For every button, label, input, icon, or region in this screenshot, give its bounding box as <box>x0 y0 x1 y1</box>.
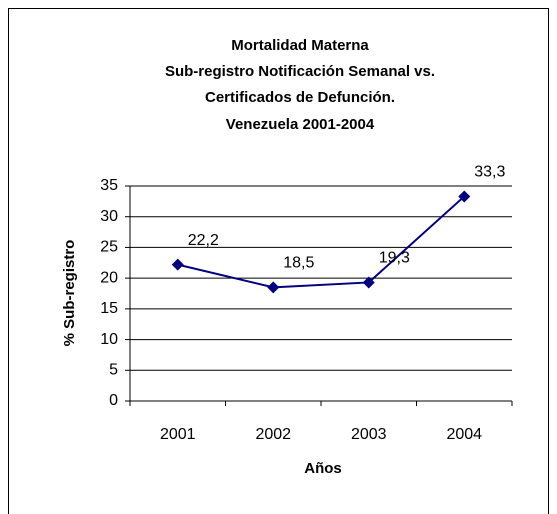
chart-title: Mortalidad Materna <box>231 37 369 54</box>
x-axis-title: Años <box>304 460 342 477</box>
chart-title: Sub-registro Notificación Semanal vs. <box>165 63 435 80</box>
data-point <box>267 281 280 294</box>
series-line <box>177 195 465 289</box>
x-tick-label: 2001 <box>160 426 196 443</box>
y-tick-label: 35 <box>100 177 118 194</box>
y-tick-label: 0 <box>109 392 118 409</box>
y-tick-label: 25 <box>100 239 118 256</box>
data-point <box>171 258 184 271</box>
y-tick-label: 15 <box>100 300 118 317</box>
data-point <box>458 190 471 203</box>
x-tick-label: 2003 <box>351 426 387 443</box>
y-tick-label: 30 <box>100 208 118 225</box>
x-tick-label: 2002 <box>255 426 291 443</box>
x-tick-label: 2004 <box>446 426 482 443</box>
data-label: 18,5 <box>283 255 314 272</box>
y-tick-label: 20 <box>100 269 118 286</box>
data-label: 22,2 <box>188 232 219 249</box>
data-label: 19,3 <box>379 250 410 267</box>
y-axis-title: % Sub-registro <box>61 240 78 347</box>
y-tick-label: 10 <box>100 331 118 348</box>
chart-title: Certificados de Defunción. <box>205 89 395 106</box>
y-tick-label: 5 <box>109 362 118 379</box>
chart-border <box>8 8 549 514</box>
chart-title: Venezuela 2001-2004 <box>226 116 375 133</box>
data-point <box>362 276 375 289</box>
data-label: 33,3 <box>474 164 505 181</box>
